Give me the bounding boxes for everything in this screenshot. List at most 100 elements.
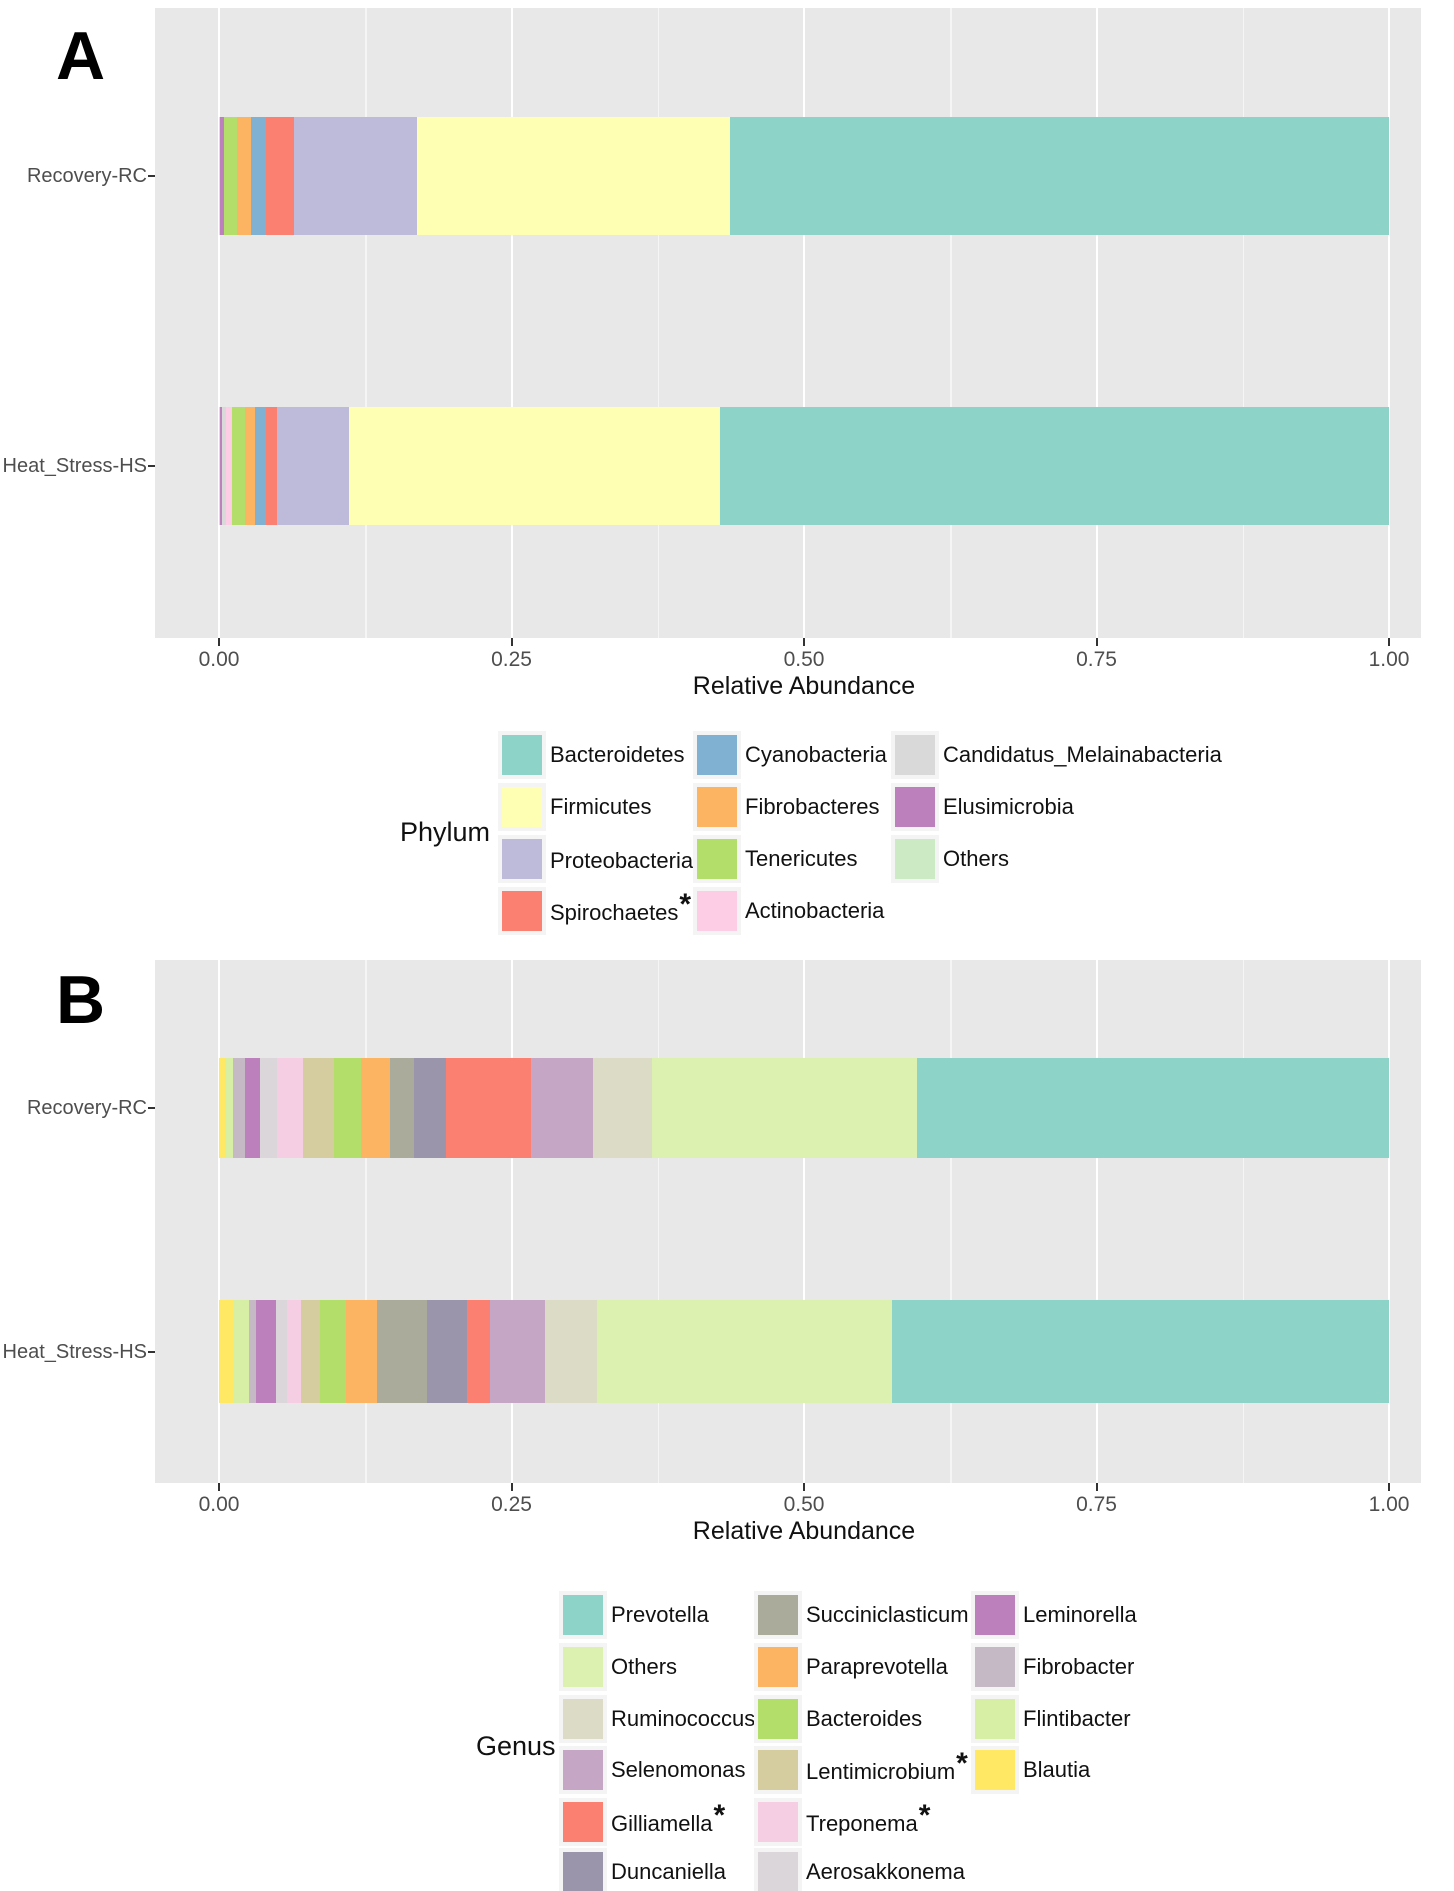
legend-label-Fibrobacteres: Fibrobacteres xyxy=(745,787,880,827)
significance-star: * xyxy=(713,1799,726,1832)
bar-segment-Firmicutes xyxy=(348,407,720,525)
legend-label-text: Leminorella xyxy=(1023,1602,1137,1627)
x-axis-tick-label: 1.00 xyxy=(1368,648,1410,671)
legend-swatch-Fibrobacter xyxy=(975,1647,1015,1687)
bar-segment-Prevotella xyxy=(917,1058,1389,1158)
legend-label-Candidatus_Melainabacteria: Candidatus_Melainabacteria xyxy=(943,735,1222,775)
legend-label-Flintibacter: Flintibacter xyxy=(1023,1699,1131,1739)
y-axis-label: Heat_Stress-HS xyxy=(2,1340,148,1363)
legend-label-text: Paraprevotella xyxy=(806,1654,948,1679)
legend-label-Cyanobacteria: Cyanobacteria xyxy=(745,735,887,775)
legend-label-Treponema: Treponema* xyxy=(806,1799,931,1844)
gridline-major xyxy=(1388,960,1390,1483)
bar-segment-Leminorella xyxy=(256,1300,277,1403)
legend-label-text: Candidatus_Melainabacteria xyxy=(943,742,1222,767)
bar-segment-Flintibacter xyxy=(224,1058,234,1158)
legend-swatch-Others xyxy=(895,839,935,879)
bar-segment-Paraprevotella xyxy=(346,1300,377,1403)
legend-swatch-Bacteroidetes xyxy=(502,735,542,775)
bar-segment-Gilliamella xyxy=(466,1300,491,1403)
stacked-bar-Heat_Stress-HS xyxy=(219,407,1389,525)
bar-segment-Selenomonas xyxy=(490,1300,546,1403)
gridline-major xyxy=(218,8,220,638)
bar-segment-Tenericutes xyxy=(231,407,245,525)
legend-label-text: Ruminococcus xyxy=(611,1706,756,1731)
legend-label-text: Flintibacter xyxy=(1023,1706,1131,1731)
legend-swatch-Succiniclasticum xyxy=(758,1595,798,1635)
legend-swatch-Fibrobacteres xyxy=(697,787,737,827)
legend-label-Aerosakkonema: Aerosakkonema xyxy=(806,1852,965,1891)
legend-label-Blautia: Blautia xyxy=(1023,1750,1090,1790)
legend-label-Fibrobacter: Fibrobacter xyxy=(1023,1647,1134,1687)
bar-segment-Prevotella xyxy=(891,1300,1389,1403)
bar-segment-Bacteroides xyxy=(319,1300,347,1403)
x-axis-tick xyxy=(803,638,805,646)
x-axis-tick-label: 0.00 xyxy=(198,648,240,671)
legend-swatch-Elusimicrobia xyxy=(895,787,935,827)
legend-swatch-Proteobacteria xyxy=(502,839,542,879)
legend-label-text: Others xyxy=(943,846,1010,871)
legend-label-Elusimicrobia: Elusimicrobia xyxy=(943,787,1074,827)
x-axis-title-genus: Relative Abundance xyxy=(692,1517,916,1545)
legend-label-Bacteroides: Bacteroides xyxy=(806,1699,922,1739)
bar-segment-Duncaniella xyxy=(414,1058,446,1158)
legend-label-text: Actinobacteria xyxy=(745,898,885,923)
legend-label-text: Bacteroides xyxy=(806,1706,923,1731)
gridline-minor xyxy=(1242,960,1245,1483)
bar-segment-Actinobacteria xyxy=(225,407,232,525)
bar-segment-Candidatus_Melainabacteria xyxy=(222,407,226,525)
bar-segment-Blautia xyxy=(219,1300,235,1403)
legend-label-Duncaniella: Duncaniella xyxy=(611,1852,726,1891)
x-axis-tick-label: 1.00 xyxy=(1368,1493,1410,1516)
stacked-bar-Recovery-RC xyxy=(219,1058,1389,1158)
legend-label-Selenomonas: Selenomonas xyxy=(611,1750,746,1790)
bar-segment-Treponema xyxy=(286,1300,301,1403)
legend-label-Spirochaetes: Spirochaetes* xyxy=(550,888,691,933)
x-axis-tick xyxy=(1095,638,1098,646)
x-axis-tick xyxy=(218,1483,220,1491)
legend-swatch-Lentimicrobium xyxy=(758,1750,798,1790)
gridline-minor xyxy=(1242,8,1245,638)
significance-star: * xyxy=(918,1799,931,1832)
bar-segment-Fibrobacteres xyxy=(236,117,251,235)
legend-swatch-Others xyxy=(563,1647,603,1687)
gridline-minor xyxy=(950,960,952,1483)
legend-swatch-Flintibacter xyxy=(975,1699,1015,1739)
legend-label-Others: Others xyxy=(611,1647,677,1687)
legend-label-text: Spirochaetes xyxy=(550,900,679,925)
y-axis-label: Recovery-RC xyxy=(26,1097,147,1119)
bar-segment-Cyanobacteria xyxy=(255,407,266,525)
y-axis-tick xyxy=(148,1350,155,1353)
legend-label-text: Others xyxy=(611,1654,678,1679)
legend-label-Succiniclasticum: Succiniclasticum xyxy=(806,1595,969,1635)
legend-label-Paraprevotella: Paraprevotella xyxy=(806,1647,948,1687)
x-axis-tick-label: 0.50 xyxy=(783,1493,825,1516)
bar-segment-Fibrobacter xyxy=(233,1058,245,1158)
legend-label-text: Fibrobacteres xyxy=(745,794,880,819)
bar-segment-Proteobacteria xyxy=(277,407,349,525)
bar-segment-Proteobacteria xyxy=(293,117,417,235)
legend-label-text: Blautia xyxy=(1023,1757,1091,1782)
legend-swatch-Candidatus_Melainabacteria xyxy=(895,735,935,775)
gridline-minor xyxy=(365,8,367,638)
bar-segment-Succiniclasticum xyxy=(389,1058,415,1158)
legend-swatch-Firmicutes xyxy=(502,787,542,827)
x-axis-tick xyxy=(1388,1483,1390,1491)
gridline-minor xyxy=(657,960,660,1483)
gridline-major xyxy=(1388,8,1390,638)
bar-segment-Ruminococcus xyxy=(545,1300,597,1403)
legend-label-Bacteroidetes: Bacteroidetes xyxy=(550,735,685,775)
y-axis-label: Recovery-RC xyxy=(26,165,147,187)
legend-label-text: Selenomonas xyxy=(611,1757,746,1782)
bar-segment-Bacteroidetes xyxy=(730,117,1389,235)
legend-label-Ruminococcus: Ruminococcus xyxy=(611,1699,755,1739)
plot-area-genus xyxy=(155,960,1421,1483)
legend-label-text: Aerosakkonema xyxy=(806,1859,965,1884)
legend-label-text: Elusimicrobia xyxy=(943,794,1074,819)
bar-segment-Bacteroides xyxy=(333,1058,361,1158)
legend-swatch-Spirochaetes xyxy=(502,891,542,931)
bar-segment-Spirochaetes xyxy=(265,117,294,235)
x-axis-tick xyxy=(1388,638,1390,646)
legend-label-text: Gilliamella xyxy=(611,1811,713,1836)
